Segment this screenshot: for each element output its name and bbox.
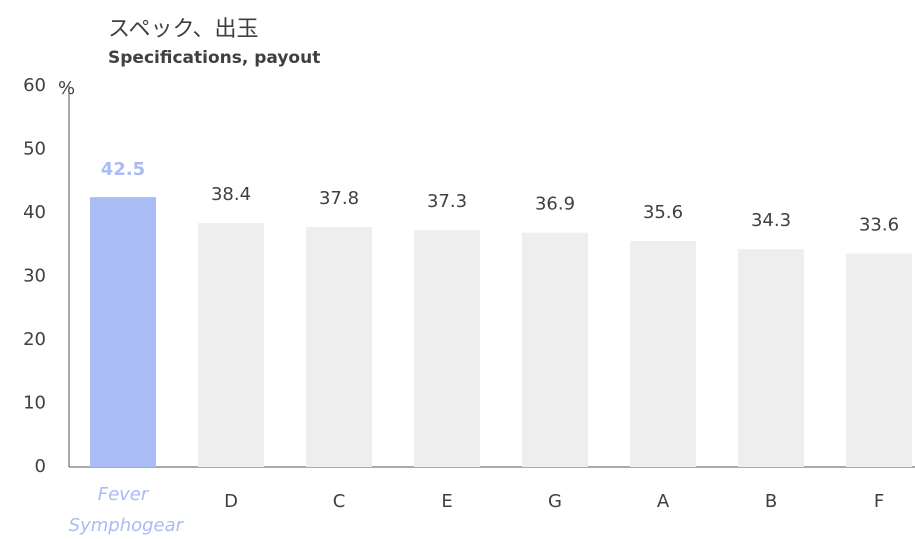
- x-tick-label: D: [224, 491, 238, 512]
- bar: [630, 240, 696, 467]
- bar: [846, 253, 912, 467]
- y-tick-label: 0: [35, 456, 46, 477]
- y-tick-label: 50: [23, 139, 46, 160]
- chart-title: スペック、出玉: [108, 17, 258, 42]
- y-axis-unit: %: [58, 78, 75, 99]
- y-tick-label: 10: [23, 393, 46, 414]
- bar: [414, 230, 480, 467]
- y-tick-label: 20: [23, 329, 46, 350]
- y-tick-label: 40: [23, 202, 46, 223]
- value-label: 35.6: [643, 202, 683, 223]
- x-tick-label: G: [548, 491, 562, 512]
- value-label: 42.5: [101, 159, 145, 180]
- x-tick-label: E: [441, 491, 452, 512]
- y-tick-label: 60: [23, 75, 46, 96]
- bar: [522, 232, 588, 467]
- value-label: 37.8: [319, 188, 359, 209]
- value-label: 36.9: [535, 194, 575, 215]
- x-tick-label: C: [333, 491, 346, 512]
- value-label: 33.6: [859, 215, 899, 236]
- chart-subtitle: Specifications, payout: [108, 48, 320, 68]
- value-label: 37.3: [427, 191, 467, 212]
- bar: [306, 226, 372, 467]
- value-label: 34.3: [751, 210, 791, 231]
- value-label: 38.4: [211, 184, 251, 205]
- x-tick-label: F: [874, 491, 884, 512]
- bar: [738, 249, 804, 467]
- x-tick-label: A: [657, 491, 670, 512]
- y-tick-label: 30: [23, 266, 46, 287]
- bar: [90, 197, 156, 467]
- bar: [198, 223, 264, 467]
- x-tick-label: Fever Symphogear: [63, 484, 185, 536]
- x-tick-label: B: [765, 491, 777, 512]
